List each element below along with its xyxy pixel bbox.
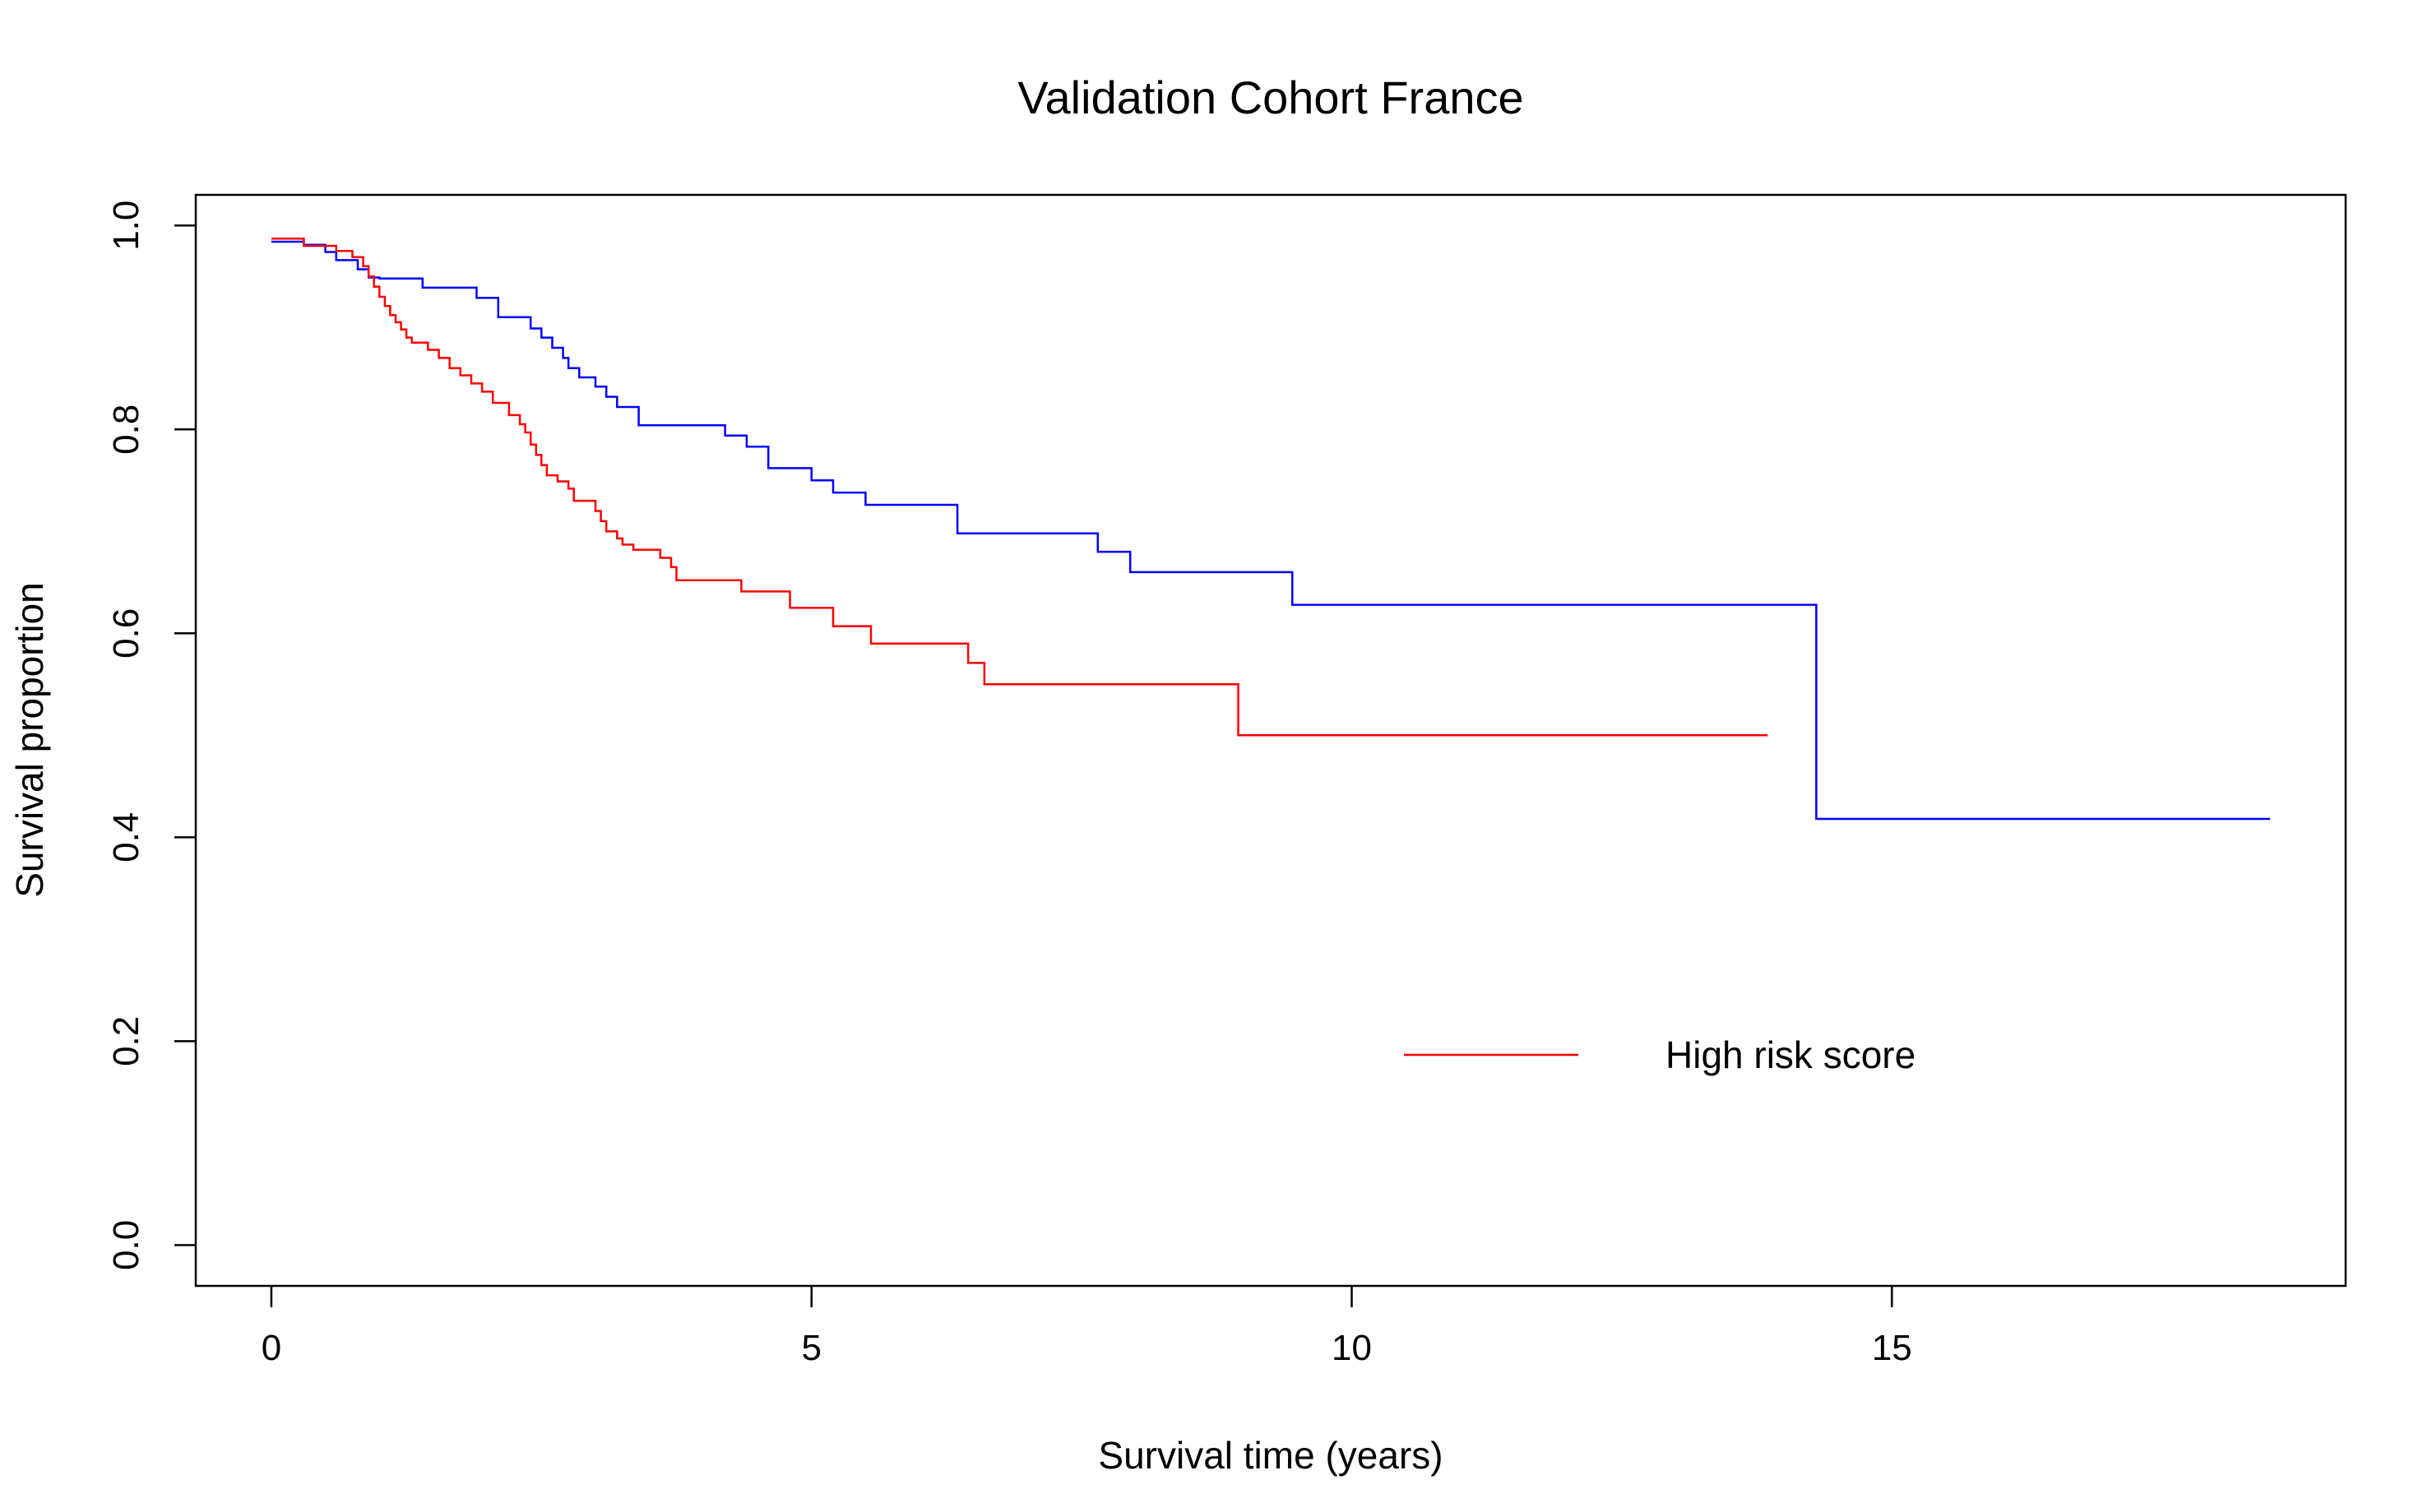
- y-axis: 0.0 0.2 0.4 0.6 0.8 1.0: [106, 201, 196, 1270]
- y-tick-label: 0.6: [106, 608, 146, 659]
- y-axis-label: Survival proportion: [8, 582, 51, 898]
- y-tick-label: 0.0: [106, 1220, 146, 1270]
- x-tick-label: 5: [801, 1328, 821, 1368]
- x-tick-label: 0: [262, 1328, 281, 1368]
- series-layer: [271, 238, 2271, 821]
- y-tick-label: 0.8: [106, 405, 146, 455]
- legend-label-high-risk: High risk score: [1665, 1033, 1915, 1076]
- chart-title: Validation Cohort France: [1017, 72, 1523, 123]
- x-axis: 0 5 10 15: [262, 1286, 1912, 1368]
- x-tick-label: 10: [1332, 1328, 1372, 1368]
- series-line-1: [271, 238, 1768, 737]
- legend: High risk score: [1404, 1033, 1915, 1076]
- x-tick-label: 15: [1872, 1328, 1912, 1368]
- y-tick-label: 0.2: [106, 1016, 146, 1066]
- y-tick-label: 0.4: [106, 812, 146, 862]
- plot-frame: [194, 193, 2347, 1288]
- series-line-0: [271, 240, 2271, 821]
- x-axis-label: Survival time (years): [1098, 1434, 1443, 1477]
- y-tick-label: 1.0: [106, 201, 146, 251]
